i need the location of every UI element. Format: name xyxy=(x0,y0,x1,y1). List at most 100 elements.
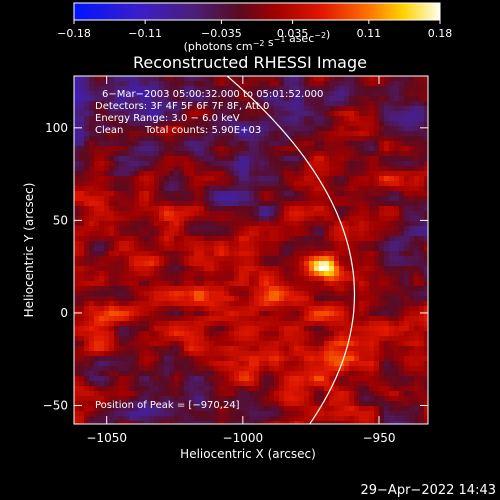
heatmap-cell xyxy=(254,326,260,332)
heatmap-cell xyxy=(104,336,110,342)
heatmap-cell xyxy=(299,316,305,322)
heatmap-cell xyxy=(94,126,100,132)
heatmap-cell xyxy=(114,401,120,407)
heatmap-cell xyxy=(389,331,395,337)
heatmap-cell xyxy=(369,291,375,297)
heatmap-cell xyxy=(204,236,210,242)
heatmap-cell xyxy=(139,271,145,277)
heatmap-cell xyxy=(339,256,345,262)
heatmap-cell xyxy=(314,266,320,272)
heatmap-cell xyxy=(114,171,120,177)
heatmap-cell xyxy=(154,121,160,127)
heatmap-cell xyxy=(209,101,215,107)
heatmap-cell xyxy=(159,231,165,237)
heatmap-cell xyxy=(264,166,270,172)
heatmap-cell xyxy=(184,156,190,162)
heatmap-cell xyxy=(209,176,215,182)
heatmap-cell xyxy=(179,326,185,332)
heatmap-cell xyxy=(119,91,125,97)
heatmap-cell xyxy=(364,141,370,147)
heatmap-cell xyxy=(414,331,420,337)
heatmap-cell xyxy=(124,91,130,97)
heatmap-cell xyxy=(414,81,420,87)
heatmap-cell xyxy=(394,266,400,272)
heatmap-cell xyxy=(134,81,140,87)
heatmap-cell xyxy=(169,381,175,387)
heatmap-cell xyxy=(284,271,290,277)
heatmap-cell xyxy=(164,216,170,222)
heatmap-cell xyxy=(289,116,295,122)
heatmap-cell xyxy=(114,201,120,207)
heatmap-cell xyxy=(344,161,350,167)
heatmap-cell xyxy=(419,251,425,257)
heatmap-cell xyxy=(209,201,215,207)
heatmap-cell xyxy=(219,146,225,152)
heatmap-cell xyxy=(424,221,428,227)
heatmap-cell xyxy=(134,351,140,357)
heatmap-cell xyxy=(244,381,250,387)
heatmap-cell xyxy=(369,186,375,192)
heatmap-cell xyxy=(269,231,275,237)
heatmap-cell xyxy=(134,76,140,82)
heatmap-cell xyxy=(94,121,100,127)
heatmap-cell xyxy=(354,356,360,362)
heatmap-cell xyxy=(89,286,95,292)
heatmap-cell xyxy=(184,171,190,177)
heatmap-cell xyxy=(329,161,335,167)
heatmap-cell xyxy=(284,346,290,352)
heatmap-cell xyxy=(134,191,140,197)
heatmap-cell xyxy=(164,246,170,252)
heatmap-cell xyxy=(279,261,285,267)
heatmap-cell xyxy=(94,296,100,302)
heatmap-cell xyxy=(149,246,155,252)
heatmap-cell xyxy=(224,321,230,327)
heatmap-cell xyxy=(249,301,255,307)
heatmap-cell xyxy=(179,111,185,117)
heatmap-cell xyxy=(404,186,410,192)
heatmap-cell xyxy=(174,126,180,132)
heatmap-cell xyxy=(154,146,160,152)
heatmap-cell xyxy=(254,206,260,212)
heatmap-cell xyxy=(174,116,180,122)
heatmap-cell xyxy=(389,131,395,137)
heatmap-cell xyxy=(79,136,85,142)
heatmap-cell xyxy=(89,226,95,232)
annotation-clean: Clean xyxy=(95,125,123,136)
heatmap-cell xyxy=(414,151,420,157)
heatmap-cell xyxy=(364,281,370,287)
heatmap-cell xyxy=(404,156,410,162)
heatmap-cell xyxy=(394,206,400,212)
heatmap-cell xyxy=(174,251,180,257)
heatmap-cell xyxy=(209,136,215,142)
heatmap-cell xyxy=(199,366,205,372)
heatmap-cell xyxy=(424,176,428,182)
heatmap-cell xyxy=(364,136,370,142)
heatmap-cell xyxy=(134,381,140,387)
heatmap-cell xyxy=(244,131,250,137)
heatmap-cell xyxy=(219,96,225,102)
heatmap-cell xyxy=(94,131,100,137)
heatmap-cell xyxy=(309,316,315,322)
heatmap-cell xyxy=(254,351,260,357)
heatmap-cell xyxy=(144,336,150,342)
heatmap-cell xyxy=(239,321,245,327)
heatmap-cell xyxy=(159,376,165,382)
heatmap-cell xyxy=(289,251,295,257)
heatmap-cell xyxy=(334,146,340,152)
heatmap-cell xyxy=(344,91,350,97)
heatmap-cell xyxy=(389,316,395,322)
heatmap-cell xyxy=(239,396,245,402)
heatmap-cell xyxy=(264,366,270,372)
heatmap-cell xyxy=(74,286,80,292)
heatmap-cell xyxy=(224,236,230,242)
heatmap-cell xyxy=(349,101,355,107)
heatmap-cell xyxy=(184,366,190,372)
heatmap-cell xyxy=(264,206,270,212)
heatmap-cell xyxy=(164,411,170,417)
heatmap-cell xyxy=(84,341,90,347)
heatmap-cell xyxy=(74,221,80,227)
heatmap-cell xyxy=(424,386,428,392)
heatmap-cell xyxy=(324,106,330,112)
heatmap-cell xyxy=(164,371,170,377)
heatmap-cell xyxy=(409,286,415,292)
